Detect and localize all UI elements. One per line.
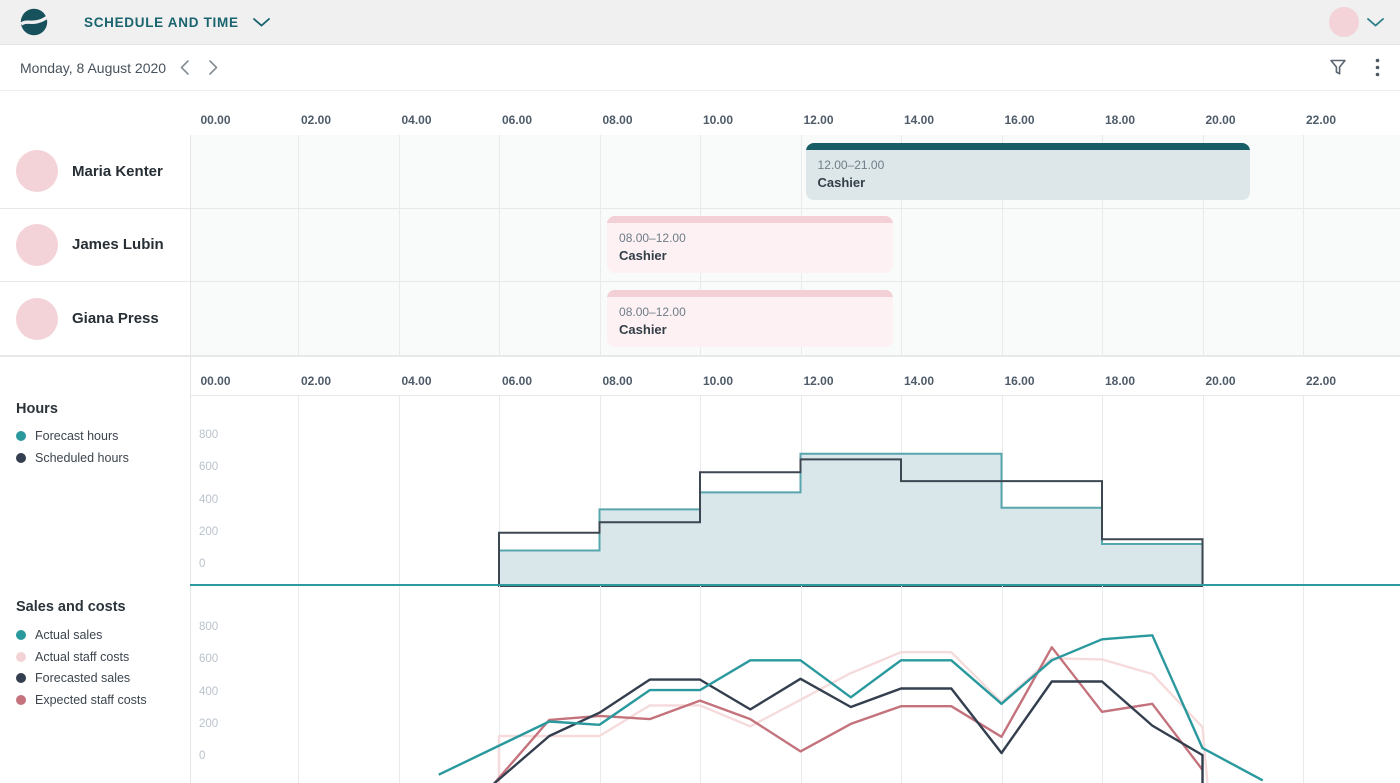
time-tick-label: 10.00 xyxy=(703,374,733,388)
app-title[interactable]: SCHEDULE AND TIME xyxy=(84,15,239,30)
employee-name: Giana Press xyxy=(72,310,159,327)
time-tick-label: 16.00 xyxy=(1005,374,1035,388)
legend-dot-icon xyxy=(16,431,26,441)
legend-item: Forecasted sales xyxy=(16,671,130,685)
user-avatar[interactable] xyxy=(1329,7,1359,37)
shift-time-range: 08.00–12.00 xyxy=(619,305,893,319)
current-date-label: Monday, 8 August 2020 xyxy=(20,60,166,76)
shift-color-bar xyxy=(607,216,893,223)
time-tick-label: 06.00 xyxy=(502,113,532,127)
legend-dot-icon xyxy=(16,695,26,705)
legend-dot-icon xyxy=(16,453,26,463)
legend-item: Scheduled hours xyxy=(16,451,129,465)
employee-avatar xyxy=(16,224,58,266)
time-tick-label: 08.00 xyxy=(603,113,633,127)
shift-color-bar xyxy=(607,290,893,297)
user-menu[interactable] xyxy=(1329,7,1384,37)
shift-color-bar xyxy=(806,143,1251,150)
chart-canvas xyxy=(190,586,1400,783)
charts-time-axis: 00.00 02.00 04.00 06.00 08.00 10.00 12.00 14.00… xyxy=(0,356,1400,395)
time-tick-label: 14.00 xyxy=(904,113,934,127)
schedule-time-axis: 00.00 02.00 04.00 06.00 08.00 10.00 12.00 14.00… xyxy=(0,91,1400,135)
legend-label: Expected staff costs xyxy=(35,693,147,707)
brand-logo-icon xyxy=(20,8,48,36)
employee-avatar xyxy=(16,298,58,340)
employee-avatar xyxy=(16,150,58,192)
time-tick-label: 16.00 xyxy=(1005,113,1035,127)
hours-section-title: Hours xyxy=(16,401,58,417)
shift-block[interactable]: 12.00–21.00 Cashier xyxy=(806,143,1251,200)
shift-block[interactable]: 08.00–12.00 Cashier xyxy=(607,216,893,273)
legend-dot-icon xyxy=(16,652,26,662)
employee-cell[interactable]: Giana Press xyxy=(0,282,190,355)
legend-item: Actual sales xyxy=(16,628,102,642)
series-forecast-hours xyxy=(499,454,1203,587)
previous-day-button[interactable] xyxy=(174,56,195,79)
time-tick-label: 04.00 xyxy=(402,374,432,388)
legend-item: Actual staff costs xyxy=(16,650,129,664)
time-tick-label: 00.00 xyxy=(201,113,231,127)
time-tick-label: 10.00 xyxy=(703,113,733,127)
shift-block[interactable]: 08.00–12.00 Cashier xyxy=(607,290,893,347)
shift-time-range: 08.00–12.00 xyxy=(619,231,893,245)
filter-icon xyxy=(1329,59,1347,76)
chevron-right-icon xyxy=(209,60,218,75)
sales-section-title: Sales and costs xyxy=(16,599,126,615)
chart-canvas xyxy=(190,396,1400,587)
filter-button[interactable] xyxy=(1325,55,1351,80)
legend-label: Actual sales xyxy=(35,628,102,642)
sales-chart: 8006004002000 xyxy=(190,586,1400,783)
time-tick-label: 06.00 xyxy=(502,374,532,388)
legend-label: Forecasted sales xyxy=(35,671,130,685)
time-tick-label: 08.00 xyxy=(603,374,633,388)
time-tick-label: 18.00 xyxy=(1105,374,1135,388)
date-bar: Monday, 8 August 2020 xyxy=(0,45,1400,91)
time-tick-label: 20.00 xyxy=(1206,113,1236,127)
time-tick-label: 02.00 xyxy=(301,374,331,388)
time-tick-label: 04.00 xyxy=(402,113,432,127)
shift-role: Cashier xyxy=(619,248,893,263)
legend-label: Actual staff costs xyxy=(35,650,129,664)
legend-label: Forecast hours xyxy=(35,429,118,443)
shift-time-range: 12.00–21.00 xyxy=(818,158,1251,172)
employee-name: Maria Kenter xyxy=(72,163,163,180)
legend-dot-icon xyxy=(16,630,26,640)
legend-label: Scheduled hours xyxy=(35,451,129,465)
hours-chart: 8006004002000 xyxy=(190,395,1400,586)
shift-role: Cashier xyxy=(818,175,1251,190)
time-tick-label: 14.00 xyxy=(904,374,934,388)
chevron-down-icon[interactable] xyxy=(1367,18,1384,27)
shift-role: Cashier xyxy=(619,322,893,337)
employee-cell[interactable]: Maria Kenter xyxy=(0,135,190,208)
legend-dot-icon xyxy=(16,673,26,683)
more-options-button[interactable] xyxy=(1371,54,1384,81)
legend-item: Forecast hours xyxy=(16,429,118,443)
app-window: SCHEDULE AND TIME Monday, 8 August 2020 xyxy=(0,0,1400,783)
chevron-left-icon xyxy=(180,60,189,75)
chevron-down-icon[interactable] xyxy=(253,18,270,27)
shift-layer: 12.00–21.00Cashier08.00–12.00Cashier08.0… xyxy=(190,135,1400,356)
time-tick-label: 02.00 xyxy=(301,113,331,127)
time-tick-label: 20.00 xyxy=(1206,374,1236,388)
time-tick-label: 12.00 xyxy=(804,113,834,127)
series-expected-staff-costs xyxy=(494,647,1203,783)
time-tick-label: 22.00 xyxy=(1306,374,1336,388)
time-tick-label: 00.00 xyxy=(201,374,231,388)
legend-item: Expected staff costs xyxy=(16,693,147,707)
time-tick-label: 22.00 xyxy=(1306,113,1336,127)
app-bar: SCHEDULE AND TIME xyxy=(0,0,1400,45)
kebab-menu-icon xyxy=(1375,58,1380,77)
time-tick-label: 18.00 xyxy=(1105,113,1135,127)
time-tick-label: 12.00 xyxy=(804,374,834,388)
next-day-button[interactable] xyxy=(203,56,224,79)
series-actual-staff-costs xyxy=(499,652,1208,783)
employee-cell[interactable]: James Lubin xyxy=(0,209,190,282)
employee-name: James Lubin xyxy=(72,236,164,253)
